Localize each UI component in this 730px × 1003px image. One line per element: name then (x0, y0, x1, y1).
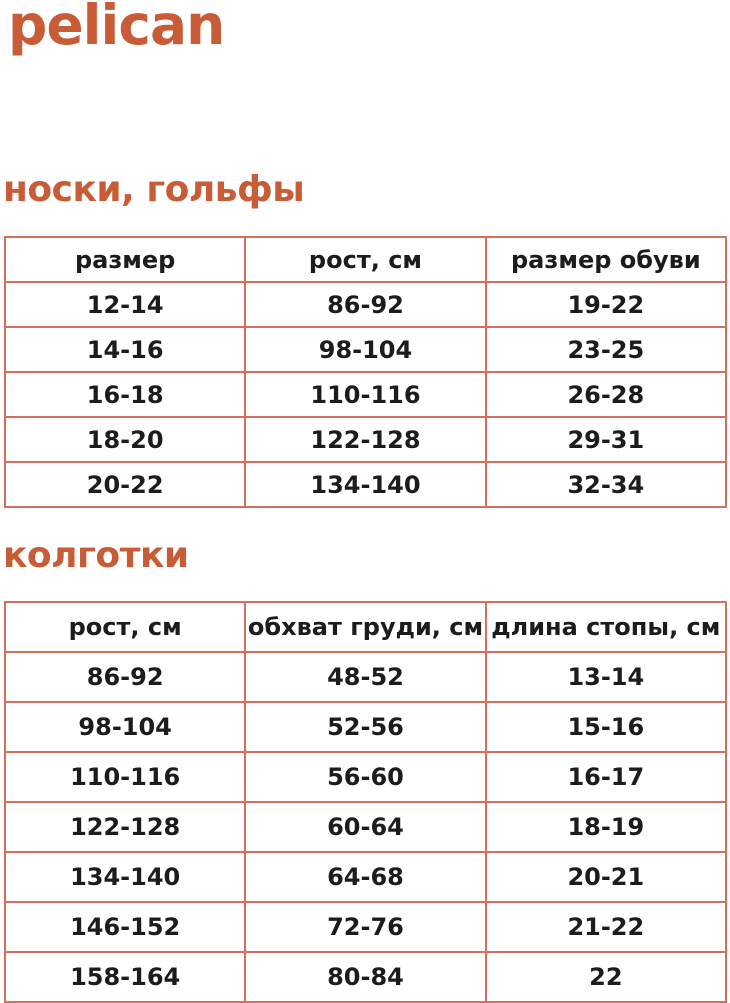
table-cell: 60-64 (244, 801, 487, 853)
table-header-cell: длина стопы, см (484, 601, 728, 653)
table-row: 16-18 110-116 26-28 (3, 371, 728, 418)
table-cell: 158-164 (3, 951, 247, 1003)
table-cell: 12-14 (3, 281, 247, 328)
table-cell: 122-128 (244, 416, 487, 463)
table-cell: 86-92 (244, 281, 487, 328)
table-header-cell: обхват груди, см (244, 601, 487, 653)
table-cell: 86-92 (3, 651, 247, 703)
table-cell: 18-20 (3, 416, 247, 463)
table-cell: 122-128 (3, 801, 247, 853)
table-row: 98-104 52-56 15-16 (3, 701, 728, 753)
table-cell: 14-16 (3, 326, 247, 373)
table-row: 146-152 72-76 21-22 (3, 901, 728, 953)
table-cell: 98-104 (244, 326, 487, 373)
table-row: 12-14 86-92 19-22 (3, 281, 728, 328)
table-cell: 19-22 (484, 281, 728, 328)
size-table-socks: размер рост, см размер обуви 12-14 86-92 19-2… (3, 236, 728, 508)
table-cell: 21-22 (484, 901, 728, 953)
table-cell: 23-25 (484, 326, 728, 373)
table-row: 122-128 60-64 18-19 (3, 801, 728, 853)
table-cell: 56-60 (244, 751, 487, 803)
table-cell: 29-31 (484, 416, 728, 463)
table-row: 158-164 80-84 22 (3, 951, 728, 1003)
table-cell: 98-104 (3, 701, 247, 753)
table-header-cell: рост, см (244, 236, 487, 283)
table-row: 110-116 56-60 16-17 (3, 751, 728, 803)
table-cell: 16-17 (484, 751, 728, 803)
table-row: 86-92 48-52 13-14 (3, 651, 728, 703)
table-cell: 134-140 (244, 461, 487, 508)
table-cell: 64-68 (244, 851, 487, 903)
table-cell: 48-52 (244, 651, 487, 703)
table-header-cell: рост, см (3, 601, 247, 653)
table-cell: 80-84 (244, 951, 487, 1003)
table-header-row: размер рост, см размер обуви (3, 236, 728, 283)
table-cell: 20-21 (484, 851, 728, 903)
table-cell: 18-19 (484, 801, 728, 853)
table-cell: 110-116 (244, 371, 487, 418)
brand-logo: pelican (8, 0, 225, 57)
table-cell: 72-76 (244, 901, 487, 953)
section-heading-socks: носки, гольфы (3, 169, 305, 210)
table-cell: 13-14 (484, 651, 728, 703)
table-cell: 15-16 (484, 701, 728, 753)
size-table-tights: рост, см обхват груди, см длина стопы, см 8… (3, 601, 728, 1003)
table-row: 14-16 98-104 23-25 (3, 326, 728, 373)
table-header-cell: размер обуви (484, 236, 728, 283)
table-cell: 16-18 (3, 371, 247, 418)
table-cell: 22 (484, 951, 728, 1003)
table-cell: 134-140 (3, 851, 247, 903)
table-cell: 26-28 (484, 371, 728, 418)
section-heading-tights: колготки (3, 535, 189, 576)
table-cell: 32-34 (484, 461, 728, 508)
table-cell: 146-152 (3, 901, 247, 953)
table-header-cell: размер (3, 236, 247, 283)
table-row: 134-140 64-68 20-21 (3, 851, 728, 903)
table-header-row: рост, см обхват груди, см длина стопы, см (3, 601, 728, 653)
table-cell: 110-116 (3, 751, 247, 803)
table-cell: 20-22 (3, 461, 247, 508)
table-row: 20-22 134-140 32-34 (3, 461, 728, 508)
table-row: 18-20 122-128 29-31 (3, 416, 728, 463)
table-cell: 52-56 (244, 701, 487, 753)
